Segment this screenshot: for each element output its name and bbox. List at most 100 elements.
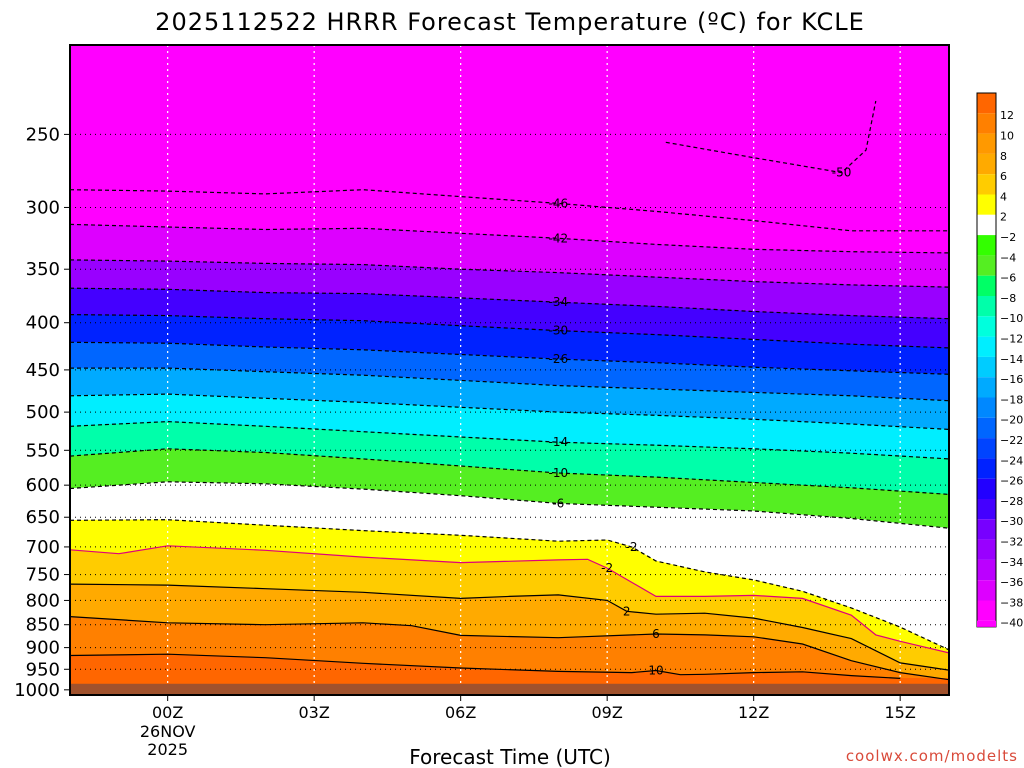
y-tick-label: 450 [26, 360, 60, 381]
y-tick-label: 650 [26, 507, 60, 528]
colorbar-cell [977, 174, 996, 195]
y-tick-label: 250 [26, 124, 60, 145]
colorbar-label: 4 [1000, 190, 1007, 203]
x-tick-sublabel: 26NOV [140, 722, 196, 741]
colorbar-cell [977, 113, 996, 134]
colorbar-label: −4 [1000, 251, 1016, 264]
colorbar-cell [977, 93, 996, 114]
credit-text[interactable]: coolwx.com/modelts [846, 747, 1018, 765]
y-tick-label: 800 [26, 590, 60, 611]
colorbar-cell [977, 255, 996, 276]
x-tick-label: 12Z [738, 703, 769, 722]
contour-label: -10 [549, 466, 569, 480]
x-tick-label: 15Z [885, 703, 916, 722]
colorbar-label: 6 [1000, 170, 1007, 183]
colorbar-cell [977, 499, 996, 520]
colorbar-cell [977, 417, 996, 439]
colorbar-label: 8 [1000, 150, 1007, 163]
colorbar-cell [977, 620, 996, 627]
contour-label: -2 [626, 540, 638, 554]
colorbar-cell [977, 438, 996, 459]
colorbar-cell [977, 356, 996, 378]
x-axis-label: Forecast Time (UTC) [409, 745, 611, 768]
plot-area: -50 -46 -42 -34 -30 -26 -14 -10 -6 -2 -2 2 6 10 [70, 45, 949, 695]
y-tick-label: 850 [26, 615, 60, 636]
contour-label: -26 [549, 352, 569, 366]
colorbar-label: −6 [1000, 272, 1016, 285]
colorbar-label: −10 [1000, 312, 1023, 325]
contour-label: 10 [648, 664, 663, 678]
colorbar-cell [977, 539, 996, 560]
colorbar-cell [977, 296, 996, 317]
contour-line [70, 616, 949, 681]
colorbar-label: −14 [1000, 353, 1023, 366]
y-tick-label: 750 [26, 565, 60, 586]
colorbar-cell [977, 194, 996, 215]
colorbar-cell [977, 559, 996, 581]
colorbar-label: −38 [1000, 596, 1023, 609]
y-tick-label: 950 [26, 659, 60, 680]
colorbar-cell [977, 600, 996, 621]
colorbar-label: −16 [1000, 373, 1023, 386]
colorbar-label: −24 [1000, 454, 1023, 467]
colorbar-label: −18 [1000, 393, 1023, 406]
temperature-bands [70, 45, 949, 695]
contour-lines [70, 100, 949, 681]
x-tick-sublabel: 2025 [147, 740, 188, 759]
y-axis: 2503003504004505005506006507007508008509… [14, 124, 70, 701]
temperature-band [70, 45, 949, 231]
x-tick-label: 06Z [445, 703, 476, 722]
contour-line [70, 545, 949, 654]
x-tick-label: 03Z [299, 703, 330, 722]
colorbar-label: −20 [1000, 414, 1023, 427]
y-tick-label: 1000 [14, 680, 60, 701]
colorbar-cell [977, 397, 996, 418]
y-tick-label: 500 [26, 402, 60, 423]
colorbar-label: −12 [1000, 332, 1023, 345]
colorbar-cell [977, 580, 996, 601]
x-tick-label: 09Z [592, 703, 623, 722]
chart-title: 2025112522 HRRR Forecast Temperature (ºC… [155, 8, 865, 36]
colorbar-label: −8 [1000, 292, 1016, 305]
colorbar-label: −26 [1000, 475, 1023, 488]
colorbar-label: 12 [1000, 109, 1014, 122]
colorbar-label: −2 [1000, 231, 1016, 244]
colorbar-cell [977, 316, 996, 337]
y-tick-label: 550 [26, 440, 60, 461]
y-tick-label: 300 [26, 197, 60, 218]
contour-label: -46 [549, 196, 569, 210]
colorbar-cell [977, 336, 996, 357]
contour-label: 6 [652, 627, 660, 641]
colorbar-cell [977, 214, 996, 236]
colorbar: 12 10 8 6 4 2 −2 −4 −6 −8 −10 −12 −14 −16 −18 −20 −22 −24… [976, 92, 1023, 630]
colorbar-label: −22 [1000, 434, 1023, 447]
colorbar-cell [977, 275, 996, 296]
colorbar-label: −34 [1000, 556, 1023, 569]
y-tick-label: 350 [26, 259, 60, 280]
contour-label: -2 [601, 561, 613, 575]
contour-label: -30 [549, 324, 569, 338]
y-tick-label: 700 [26, 537, 60, 558]
colorbar-cell [977, 235, 996, 256]
contour-label: -34 [549, 295, 569, 309]
colorbar-label: −36 [1000, 576, 1023, 589]
colorbar-cell [977, 377, 996, 398]
contour-line [70, 583, 949, 671]
contour-labels: -50 -46 -42 -34 -30 -26 -14 -10 -6 -2 -2 2 6 10 [549, 166, 852, 678]
x-tick-label: 00Z [152, 703, 183, 722]
colorbar-label: −40 [1000, 617, 1023, 630]
colorbar-cell [977, 458, 996, 479]
contour-line [70, 653, 901, 679]
colorbar-label: 10 [1000, 129, 1014, 142]
contour-line [665, 100, 877, 174]
colorbar-cell [977, 133, 996, 154]
contour-label: -6 [552, 496, 564, 510]
colorbar-label: −32 [1000, 535, 1023, 548]
y-tick-label: 400 [26, 313, 60, 334]
colorbar-label: −30 [1000, 515, 1023, 528]
contour-line [70, 519, 949, 651]
contour-label: -50 [832, 166, 852, 180]
colorbar-label: 2 [1000, 211, 1007, 224]
